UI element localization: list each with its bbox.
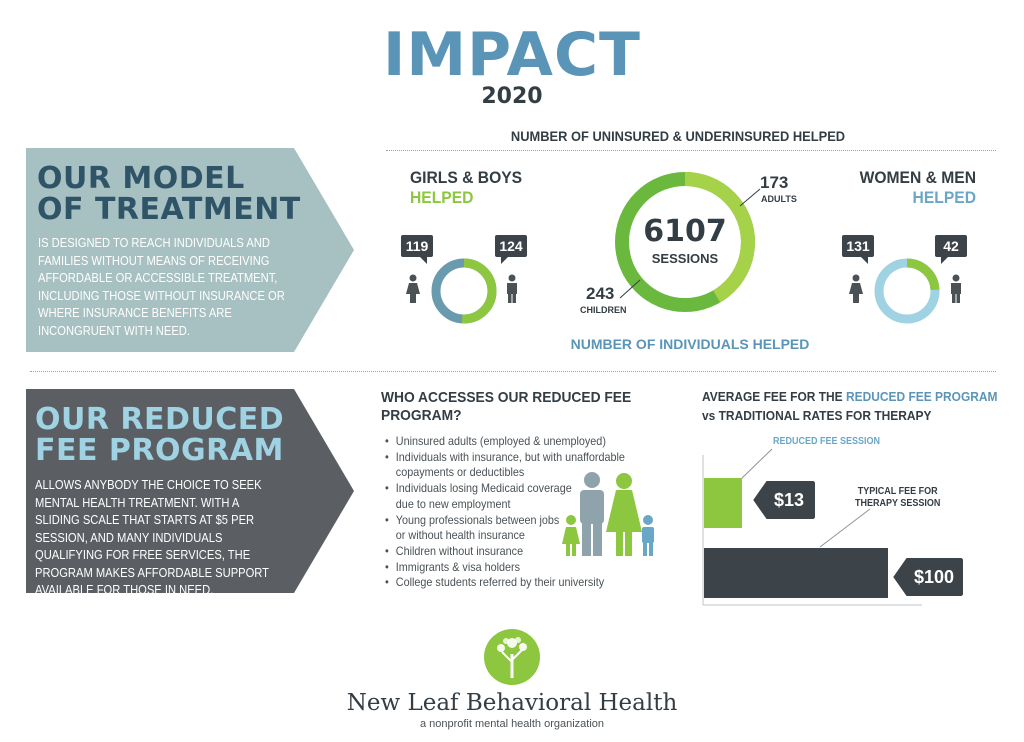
fee-heading-part1: AVERAGE FEE FOR THE: [702, 389, 846, 404]
reduced-panel-arrow: [26, 389, 354, 593]
children-value: 243: [586, 284, 615, 303]
women-men-line2: HELPED: [912, 188, 976, 207]
org-tagline: a nonprofit mental health organization: [419, 718, 605, 730]
page-year: 2020: [481, 84, 543, 109]
model-panel-title: OUR MODEL OF TREATMENT: [37, 163, 301, 225]
fee-heading: AVERAGE FEE FOR THE REDUCED FEE PROGRAM …: [702, 387, 997, 425]
who-heading-line1: WHO ACCESSES OUR REDUCED FEE: [381, 389, 632, 406]
typical-label-line1: TYPICAL FEE FOR: [857, 486, 938, 497]
sessions-donut: [615, 172, 755, 312]
adults-value: 173: [760, 173, 789, 192]
reduced-leader-line: [739, 448, 773, 481]
list-item: Children without insurance: [385, 544, 625, 560]
org-name: New Leaf Behavioral Health: [346, 690, 678, 716]
adults-label: ADULTS: [761, 194, 797, 204]
reduced-fee-label: REDUCED FEE SESSION: [773, 436, 881, 447]
model-panel-arrow: [26, 148, 354, 352]
reduced-panel-title: OUR REDUCED FEE PROGRAM: [35, 404, 284, 466]
who-accesses-heading: WHO ACCESSES OUR REDUCED FEE PROGRAM?: [381, 389, 631, 425]
model-panel-shape: [26, 148, 354, 352]
list-item: College students referred by their unive…: [385, 575, 625, 591]
list-item-text: Young professionals between jobs: [395, 512, 560, 527]
who-accesses-list: Uninsured adults (employed & unemployed)…: [385, 434, 652, 591]
boys-segment: [431, 258, 497, 324]
sessions-label: SESSIONS: [651, 251, 719, 266]
woman-icon: [849, 274, 863, 303]
model-title-line2: OF TREATMENT: [37, 192, 301, 227]
women-men-donut: [874, 258, 940, 324]
list-item-text: College students referred by their unive…: [395, 575, 605, 590]
list-item-text: Individuals with insurance, but with una…: [395, 449, 625, 464]
reduced-fee-bar: [704, 478, 742, 528]
reduced-panel-body: ALLOWS ANYBODY THE CHOICE TO SEEK MENTAL…: [35, 477, 269, 597]
boy-icon: [507, 274, 517, 303]
list-item-text: Immigrants & visa holders: [395, 559, 521, 574]
tree-logo-icon: [484, 629, 540, 685]
girl-icon: [406, 274, 420, 303]
list-item-text: Children without insurance: [395, 543, 524, 558]
men-count-bubble: 42: [935, 235, 967, 264]
girls-boys-line2: HELPED: [410, 188, 474, 207]
typical-fee-label: TYPICAL FEE FOR THERAPY SESSION: [855, 486, 940, 510]
model-title-line1: OUR MODEL: [37, 161, 245, 196]
section-divider: [30, 371, 996, 372]
list-item-text: Individuals losing Medicaid coverage: [395, 481, 572, 496]
list-item: Uninsured adults (employed & unemployed): [385, 434, 625, 450]
men-segment: [874, 258, 940, 324]
reduced-panel-shape: [26, 389, 354, 593]
man-icon: [951, 274, 961, 303]
reduced-price-tag: [752, 479, 817, 521]
typical-price: $100: [913, 567, 955, 587]
adults-leader-line: [739, 188, 761, 207]
list-item: Individuals losing Medicaid coveragedue …: [385, 481, 625, 512]
girls-boys-donut: [431, 258, 497, 324]
list-item: Individuals with insurance, but with una…: [385, 450, 625, 481]
boys-count-bubble: 124: [495, 235, 527, 264]
women-men-line1: WOMEN & MEN: [859, 168, 976, 187]
children-label: CHILDREN: [580, 305, 627, 315]
fee-heading-line2: vs TRADITIONAL RATES FOR THERAPY: [702, 408, 932, 423]
list-item-text-cont: copayments or deductibles: [395, 465, 525, 480]
typical-fee-bar: [704, 548, 888, 598]
list-item-text: Uninsured adults (employed & unemployed): [395, 434, 606, 448]
sessions-total: 6107: [643, 214, 727, 249]
girls-boys-label: GIRLS & BOYS HELPED: [410, 168, 522, 208]
girls-boys-line1: GIRLS & BOYS: [410, 168, 523, 187]
fee-heading-highlight: REDUCED FEE PROGRAM: [845, 389, 998, 404]
typical-leader-line: [819, 508, 871, 548]
uninsured-heading: NUMBER OF UNINSURED & UNDERINSURED HELPE…: [510, 128, 846, 144]
fee-chart: [702, 448, 922, 606]
list-item-text-cont: due to new employment: [395, 496, 511, 511]
children-leader-line: [619, 279, 641, 299]
list-item: Immigrants & visa holders: [385, 560, 625, 576]
divider: [386, 150, 996, 151]
list-item-text-cont: or without health insurance: [395, 528, 525, 543]
page-title: IMPACT: [383, 20, 641, 90]
model-panel-body: IS DESIGNED TO REACH INDIVIDUALS AND FAM…: [38, 235, 285, 338]
girls-count-bubble: 119: [401, 235, 433, 264]
women-men-label: WOMEN & MEN HELPED: [853, 168, 976, 208]
reduced-title-line2: FEE PROGRAM: [35, 433, 284, 468]
women-count-bubble: 131: [842, 235, 874, 264]
reduced-title-line1: OUR REDUCED: [35, 402, 285, 437]
typical-label-line2: THERAPY SESSION: [855, 498, 941, 509]
family-icon: [562, 472, 654, 556]
adults-segment: [615, 172, 755, 312]
individuals-caption: NUMBER OF INDIVIDUALS HELPED: [570, 336, 810, 352]
reduced-price: $13: [773, 490, 805, 510]
who-heading-line2: PROGRAM?: [381, 407, 462, 424]
typical-price-tag: [892, 556, 965, 598]
